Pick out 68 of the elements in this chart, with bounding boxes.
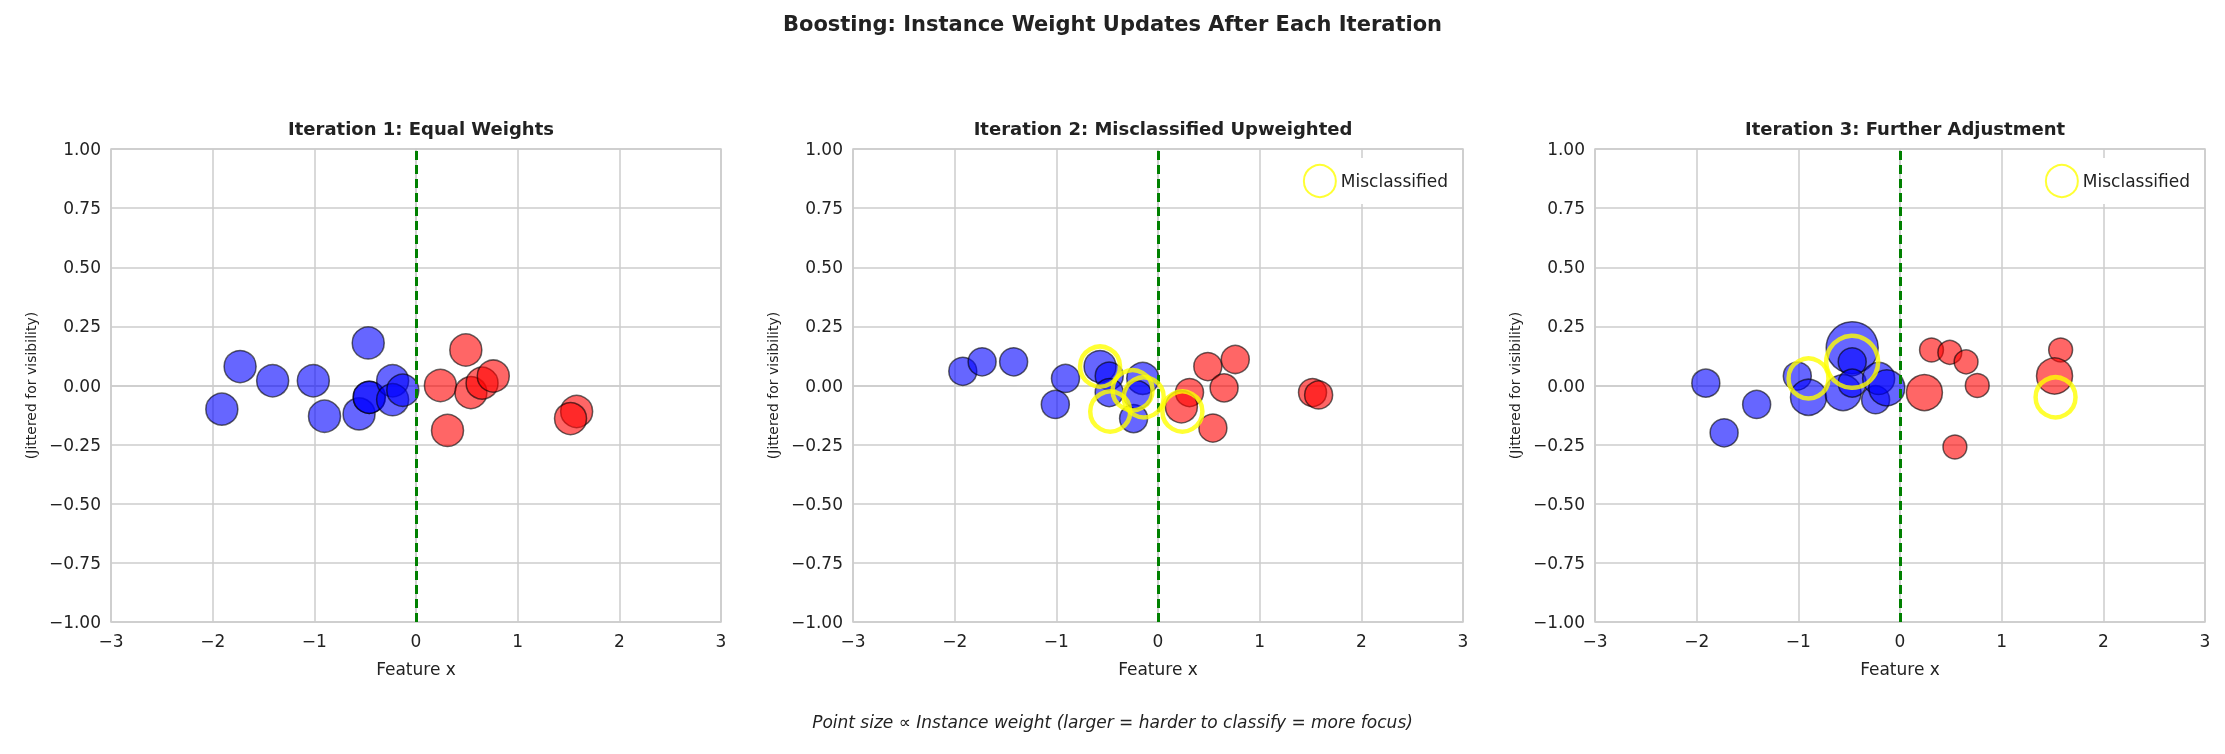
y-tick-label: 0.00	[1547, 375, 1585, 396]
y-tick-label: −1.00	[790, 612, 843, 632]
point	[1088, 389, 1133, 434]
x-tick-label: −3	[840, 630, 866, 651]
chart-title: Iteration 1: Equal Weights	[288, 117, 554, 139]
x-tick-label: 3	[715, 630, 727, 651]
y-tick-label: 1.00	[63, 139, 101, 159]
x-tick-label: 2	[613, 630, 625, 651]
x-tick-label: −1	[1785, 630, 1811, 651]
point	[1160, 389, 1205, 434]
point	[1110, 367, 1155, 413]
x-axis-title: Feature x	[1118, 658, 1198, 679]
y-tick-label: −0.50	[1532, 493, 1585, 514]
point	[1121, 375, 1167, 420]
y-tick-label: 0.75	[63, 198, 101, 219]
x-tick-label: −2	[942, 630, 968, 651]
point	[2033, 375, 2078, 420]
x-tick-label: 0	[410, 630, 422, 651]
y-axis-title: (Jittered for visibility)	[1507, 311, 1523, 460]
y-tick-label: 0.25	[805, 316, 843, 337]
y-tick-label: 1.00	[805, 139, 843, 159]
x-tick-label: 2	[2097, 630, 2109, 651]
x-tick-label: 0	[1152, 630, 1164, 651]
y-tick-label: −0.25	[790, 434, 843, 455]
text: Point size ∝ Instance weight (larger = harder to classify = more focus)	[811, 712, 1414, 732]
legend-label: Misclassified	[2082, 171, 2191, 191]
x-tick-label: 3	[2199, 630, 2211, 651]
y-tick-label: 0.00	[805, 375, 843, 396]
chart-title: Iteration 3: Further Adjustment	[1744, 117, 2066, 139]
y-tick-label: 0.00	[63, 375, 101, 396]
x-tick-label: −3	[1582, 630, 1608, 651]
y-tick-label: 0.75	[805, 198, 843, 219]
x-tick-label: 1	[1996, 630, 2008, 651]
y-tick-label: 1.00	[1547, 139, 1585, 159]
y-tick-label: 0.25	[63, 316, 101, 337]
point	[1077, 344, 1123, 389]
text: Boosting: Instance Weight Updates After Each Iteration	[781, 12, 1444, 36]
y-tick-label: 0.50	[63, 257, 101, 278]
y-tick-label: −0.75	[1532, 552, 1585, 573]
x-tick-label: 1	[512, 630, 524, 651]
x-tick-label: −1	[301, 630, 327, 651]
y-tick-label: 0.50	[1547, 257, 1585, 278]
y-tick-label: 0.25	[1547, 316, 1585, 337]
x-axis-title: Feature x	[1860, 658, 1940, 679]
y-tick-label: −1.00	[1532, 612, 1585, 632]
x-tick-label: −2	[200, 630, 226, 651]
x-axis-title: Feature x	[376, 658, 456, 679]
x-tick-label: −2	[1684, 630, 1710, 651]
y-tick-label: 0.75	[1547, 198, 1585, 219]
y-tick-label: −0.75	[790, 552, 843, 573]
point	[1786, 356, 1831, 401]
y-axis-title: (Jittered for visibility)	[765, 311, 781, 460]
x-tick-label: −3	[98, 630, 124, 651]
x-tick-label: 3	[1457, 630, 1469, 651]
y-axis-title: (Jittered for visibility)	[23, 311, 39, 460]
x-tick-label: 0	[1894, 630, 1906, 651]
y-tick-label: −0.75	[48, 552, 101, 573]
y-tick-label: −0.25	[1532, 434, 1585, 455]
y-tick-label: −0.25	[48, 434, 101, 455]
y-tick-label: −0.50	[790, 493, 843, 514]
chart-title: Iteration 2: Misclassified Upweighted	[973, 117, 1353, 139]
x-tick-label: 2	[1355, 630, 1367, 651]
x-tick-label: −1	[1043, 630, 1069, 651]
legend-label: Misclassified	[1340, 171, 1449, 191]
x-tick-label: 1	[1254, 630, 1266, 651]
y-tick-label: −1.00	[48, 612, 101, 632]
y-tick-label: 0.50	[805, 257, 843, 278]
y-tick-label: −0.50	[48, 493, 101, 514]
